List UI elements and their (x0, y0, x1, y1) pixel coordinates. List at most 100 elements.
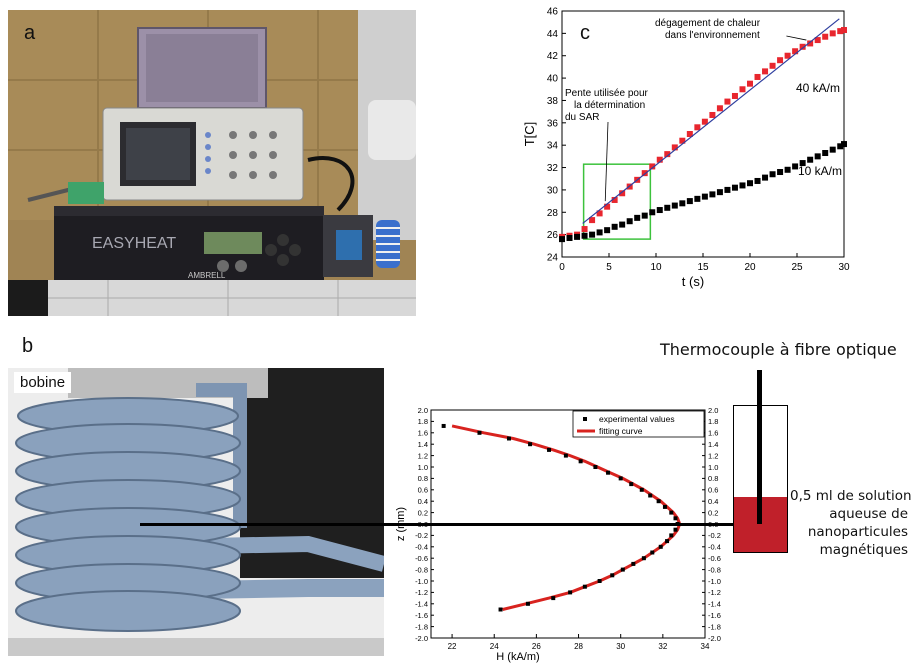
y-tick-label-left: -0.6 (415, 554, 428, 563)
data-point-10kam (619, 221, 626, 228)
experimental-point (441, 423, 446, 428)
data-point-10kam (656, 207, 663, 214)
data-point-10kam (596, 229, 603, 236)
fit-line (582, 18, 840, 224)
series-label-10kam: 10 kA/m (798, 164, 842, 178)
x-tick-label: 5 (606, 262, 612, 273)
annotation-slope-line2: la détermination (574, 100, 645, 111)
device-brand-text: EASYHEAT (92, 235, 176, 252)
solution-label: 0,5 ml de solution aqueuse de nanopartic… (790, 487, 912, 559)
coil-label: bobine (14, 372, 72, 393)
y-tick-label-left: -0.4 (415, 543, 428, 552)
experimental-point (610, 573, 615, 578)
y-tick-label: 44 (547, 29, 559, 40)
data-point-10kam (784, 166, 791, 173)
data-point-40kam (641, 170, 648, 177)
experimental-point (606, 470, 611, 475)
y-tick-label-left: -1.8 (415, 622, 428, 631)
data-point-40kam (664, 151, 671, 158)
data-point-10kam (581, 232, 588, 239)
solution-label-line2: aqueuse de (829, 506, 908, 522)
y-tick-label-left: 0.8 (418, 474, 428, 483)
data-point-40kam (656, 156, 663, 163)
y-tick-label-left: -1.2 (415, 588, 428, 597)
y-tick-label-right: -1.2 (708, 588, 721, 597)
y-tick-label-left: 1.8 (418, 417, 428, 426)
coil-illustration (8, 368, 384, 656)
y-axis-label: T[C] (522, 122, 537, 147)
annotation-slope-line3: du SAR (565, 112, 599, 123)
y-tick-label-right: 1.8 (708, 417, 718, 426)
data-point-10kam (589, 231, 596, 238)
data-point-10kam (709, 191, 716, 198)
data-point-10kam (641, 212, 648, 219)
data-point-10kam (792, 163, 799, 170)
experimental-point (528, 442, 533, 447)
z-zero-reference-line (140, 523, 735, 526)
data-point-40kam (829, 30, 836, 37)
data-point-40kam (747, 80, 753, 87)
data-point-10kam (626, 218, 633, 225)
y-tick-label-right: -1.0 (708, 577, 721, 586)
experimental-point (639, 487, 644, 492)
x-tick-label: 22 (448, 642, 457, 651)
experimental-point (568, 590, 573, 595)
annotation-heat-loss-line1: dégagement de chaleur (655, 18, 761, 29)
experimental-point (656, 499, 661, 504)
data-point-10kam (814, 153, 821, 160)
thermocouple-label: Thermocouple à fibre optique (660, 340, 897, 359)
experimental-point (525, 601, 530, 606)
y-tick-label: 30 (547, 185, 559, 196)
experimental-point (673, 527, 678, 532)
y-tick-label-left: 1.0 (418, 463, 428, 472)
data-point-10kam (649, 209, 656, 216)
x-axis-label: H (kA/m) (496, 651, 539, 663)
y-tick-label-right: -0.4 (708, 543, 721, 552)
data-point-10kam (807, 156, 814, 163)
experimental-point (506, 436, 511, 441)
data-point-40kam (784, 52, 791, 59)
data-point-40kam (841, 27, 847, 34)
y-tick-label-left: -2.0 (415, 634, 428, 643)
y-tick-label-right: 0.4 (708, 497, 718, 506)
fitting-curve-line (451, 424, 682, 611)
y-tick-label: 38 (547, 96, 559, 107)
x-tick-label: 20 (744, 262, 756, 273)
experimental-point (662, 504, 667, 509)
data-point-40kam (649, 163, 656, 170)
experimental-point (631, 561, 636, 566)
y-tick-label-right: 1.0 (708, 463, 718, 472)
x-tick-label: 10 (650, 262, 662, 273)
x-tick-label: 30 (616, 642, 625, 651)
data-point-40kam (686, 131, 693, 137)
annotation-heat-loss-arrow (786, 35, 807, 41)
photo-setup: EASYHEAT AMBRELL (8, 10, 416, 316)
experimental-point (648, 493, 653, 498)
y-tick-label-right: -0.2 (708, 531, 721, 540)
data-point-10kam (694, 195, 701, 202)
y-tick-label-left: 0.6 (418, 486, 428, 495)
field-profile-chart: 22 24 26 28 30 32 34-2.0 -2.0-1.8 -1.8-1.6 -1.6-1… (395, 406, 721, 663)
annotation-slope-arrow (604, 121, 609, 202)
y-tick-label-left: 1.4 (418, 440, 428, 449)
experimental-point (597, 579, 602, 583)
x-tick-label: 26 (532, 642, 541, 651)
data-point-40kam (701, 118, 708, 125)
x-tick-label: 24 (490, 642, 499, 651)
slope-highlight-box (582, 163, 652, 240)
experimental-point (547, 447, 552, 452)
y-tick-label-right: 0.8 (708, 474, 718, 483)
data-point-40kam (709, 111, 716, 118)
y-tick-label-left: 1.2 (418, 451, 428, 460)
annotation-heat-loss-line2: dans l'environnement (665, 30, 760, 41)
experimental-point (673, 516, 678, 521)
data-point-40kam (799, 43, 806, 50)
y-tick-label: 36 (547, 118, 559, 129)
experimental-point (641, 556, 646, 561)
data-point-40kam (814, 37, 821, 44)
y-tick-label: 46 (547, 7, 559, 18)
legend-marker-experimental (583, 417, 587, 421)
y-tick-label-right: 1.6 (708, 429, 718, 438)
experimental-point (665, 539, 670, 544)
y-tick-label-left: 1.6 (418, 429, 428, 438)
